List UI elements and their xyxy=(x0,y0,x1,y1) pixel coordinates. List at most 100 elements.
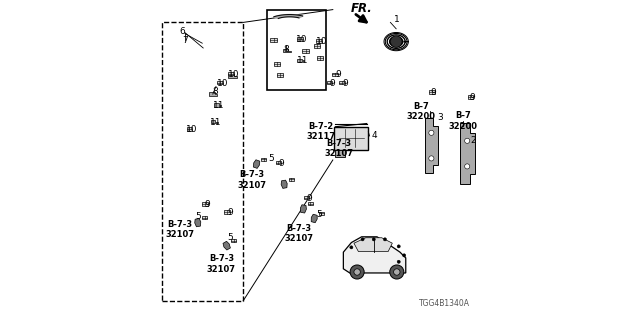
Polygon shape xyxy=(425,118,438,173)
Text: 2: 2 xyxy=(470,136,476,145)
Bar xyxy=(297,37,303,41)
Circle shape xyxy=(390,265,404,279)
Text: 10: 10 xyxy=(296,36,307,44)
Bar xyxy=(314,44,320,48)
Polygon shape xyxy=(209,92,218,96)
Text: 10: 10 xyxy=(316,37,327,46)
Polygon shape xyxy=(297,59,304,62)
Text: B-7-2
32117: B-7-2 32117 xyxy=(307,122,335,141)
Polygon shape xyxy=(253,160,260,168)
Bar xyxy=(317,39,323,43)
Text: 11: 11 xyxy=(211,118,221,127)
Polygon shape xyxy=(228,74,237,78)
Text: 9: 9 xyxy=(205,200,210,209)
Text: 6: 6 xyxy=(180,28,185,36)
Text: 9: 9 xyxy=(469,93,475,102)
Circle shape xyxy=(354,269,360,275)
Text: 10: 10 xyxy=(228,70,239,79)
Text: 10: 10 xyxy=(217,79,228,88)
Text: 5: 5 xyxy=(317,210,322,219)
Bar xyxy=(302,49,308,53)
Bar xyxy=(327,81,333,84)
Text: 8: 8 xyxy=(283,45,289,54)
Bar xyxy=(231,239,236,242)
Text: B-7-3
32107: B-7-3 32107 xyxy=(207,254,236,274)
Bar xyxy=(228,72,234,75)
Circle shape xyxy=(397,245,401,248)
Bar xyxy=(261,157,266,161)
Circle shape xyxy=(383,238,387,241)
Circle shape xyxy=(349,246,353,249)
Text: 9: 9 xyxy=(431,88,436,97)
Text: B-7
32200: B-7 32200 xyxy=(449,111,478,131)
Text: B-7-3
32107: B-7-3 32107 xyxy=(237,170,267,189)
Bar xyxy=(270,38,276,42)
Text: 9: 9 xyxy=(330,79,335,88)
Text: 1: 1 xyxy=(394,15,399,24)
Bar xyxy=(429,91,435,94)
Text: B-7-3
32107: B-7-3 32107 xyxy=(285,224,314,243)
Bar xyxy=(339,81,344,84)
Text: 9: 9 xyxy=(306,194,312,203)
Text: 5: 5 xyxy=(269,154,274,163)
Bar xyxy=(289,178,294,181)
Circle shape xyxy=(429,130,434,135)
Bar xyxy=(274,62,280,66)
Circle shape xyxy=(394,269,400,275)
Text: 10: 10 xyxy=(186,125,197,134)
Bar xyxy=(335,150,345,157)
Bar xyxy=(161,22,243,301)
Polygon shape xyxy=(281,180,287,188)
Text: 5: 5 xyxy=(196,212,201,221)
Bar xyxy=(202,216,207,219)
Text: 5: 5 xyxy=(227,233,232,242)
Bar xyxy=(333,73,339,76)
Text: TGG4B1340A: TGG4B1340A xyxy=(419,299,470,308)
Bar xyxy=(187,127,192,131)
Polygon shape xyxy=(195,219,201,227)
Text: 4: 4 xyxy=(372,131,378,140)
Polygon shape xyxy=(311,214,317,223)
Polygon shape xyxy=(283,49,291,52)
Text: 3: 3 xyxy=(437,113,443,122)
Polygon shape xyxy=(344,237,406,273)
Bar xyxy=(308,202,313,205)
Circle shape xyxy=(465,138,470,143)
Text: B-7
32200: B-7 32200 xyxy=(406,102,435,121)
Text: 11: 11 xyxy=(297,56,308,65)
Bar xyxy=(277,73,284,77)
Text: 9: 9 xyxy=(227,208,232,217)
Circle shape xyxy=(403,254,406,257)
Circle shape xyxy=(350,265,364,279)
Bar xyxy=(319,212,324,215)
Text: B-7-3
32107: B-7-3 32107 xyxy=(324,139,353,158)
Text: FR.: FR. xyxy=(351,2,372,14)
Circle shape xyxy=(361,238,364,241)
Text: 9: 9 xyxy=(335,70,340,79)
Circle shape xyxy=(465,164,470,169)
Bar xyxy=(467,95,474,99)
Bar xyxy=(268,10,326,90)
Bar xyxy=(317,56,323,60)
Polygon shape xyxy=(300,205,307,213)
Circle shape xyxy=(429,156,434,161)
Circle shape xyxy=(390,36,402,47)
Circle shape xyxy=(397,260,401,263)
Polygon shape xyxy=(274,15,303,19)
Text: 7: 7 xyxy=(182,36,188,45)
Bar xyxy=(218,81,223,84)
Bar xyxy=(275,161,282,164)
Bar xyxy=(334,127,369,150)
Polygon shape xyxy=(211,120,218,123)
Bar xyxy=(202,203,207,206)
Text: 8: 8 xyxy=(212,87,218,96)
Polygon shape xyxy=(214,103,221,107)
Polygon shape xyxy=(460,123,475,184)
Text: 9: 9 xyxy=(342,79,348,88)
Bar xyxy=(225,211,230,214)
Text: B-7-3
32107: B-7-3 32107 xyxy=(166,220,195,239)
Text: 11: 11 xyxy=(214,101,225,110)
Polygon shape xyxy=(223,241,230,250)
Circle shape xyxy=(372,238,376,241)
Text: 9: 9 xyxy=(278,159,284,168)
